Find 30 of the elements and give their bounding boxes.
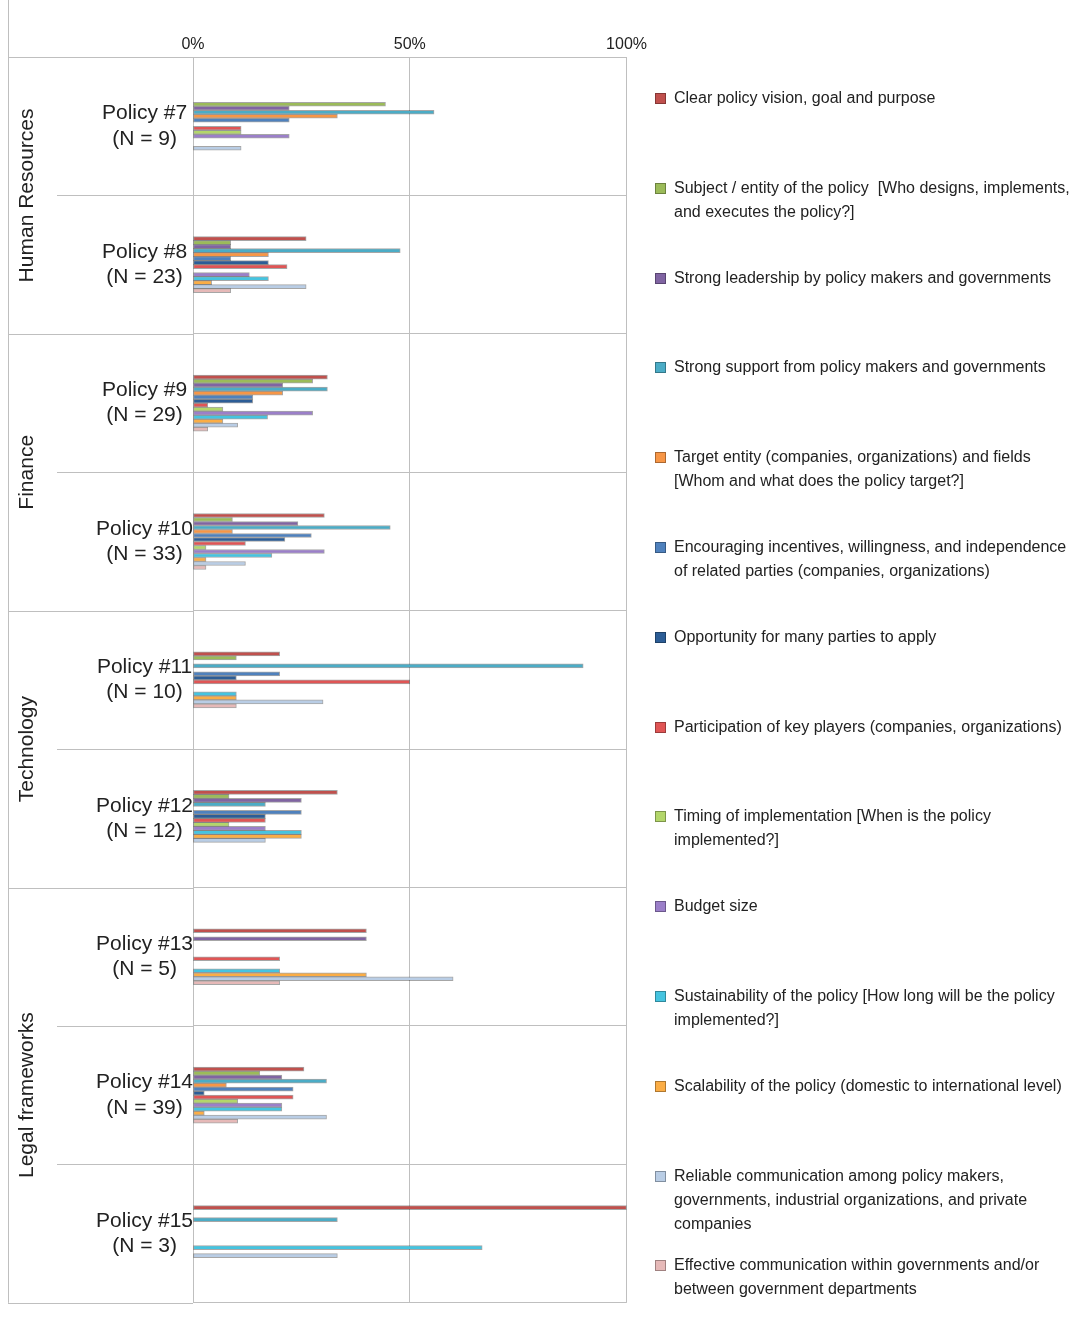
y-tick-label: Policy #7 (N = 9) [101, 100, 188, 149]
legend-label: Clear policy vision, goal and purpose [674, 88, 936, 108]
legend-label: Participation of key players (companies, organizations) [674, 716, 1062, 737]
legend-label: Encouraging incentives, willingness, and independence of related parties (companies, organizations) [674, 537, 1068, 581]
legend-label: Scalability of the policy (domestic to international level) [674, 1075, 1062, 1096]
text: Human Resources [13, 108, 37, 283]
y-tick-label: Policy #9 (N = 29) [101, 377, 188, 426]
text: Legal frameworks [13, 1012, 37, 1179]
legend-label: Strong support from policy makers and governments [674, 357, 1046, 378]
y-tick-label: Policy #15 (N = 3) [96, 1207, 193, 1256]
y-tick-label: Policy #11 (N = 10) [96, 654, 193, 703]
y-tick-label: Policy #12 (N = 12) [96, 792, 193, 841]
y-tick-label: Policy #10 (N = 33) [96, 515, 193, 564]
legend-label: Timing of implementation [When is the policy implemented?] [674, 806, 992, 851]
legend-label: Budget size [674, 896, 758, 917]
x-tick-label: 0% [181, 34, 205, 52]
legend-label: Strong leadership by policy makers and governments [674, 267, 1052, 288]
legend-label: Sustainability of the policy [How long will be the policy implemented?] [674, 986, 1056, 1030]
legend-label: Reliable communication among policy makers, governments, industrial organizations, and private companies [674, 1165, 1029, 1234]
legend-label: Opportunity for many parties to apply [674, 626, 937, 647]
legend-label: Target entity (companies, organizations) and fields [Whom and what does the policy target?] [674, 447, 1032, 492]
text: Technology [13, 695, 37, 803]
legend-label: Effective communication within governments and/or between government departments [674, 1255, 1041, 1300]
text: Finance [13, 434, 37, 510]
y-tick-label: Policy #13 (N = 5) [96, 930, 193, 980]
y-tick-label: Policy #8 (N = 23) [101, 238, 188, 288]
x-tick-label: 100% [606, 34, 647, 52]
legend-label: Subject / entity of the policy [Who designs, implements, and executes the policy?] [674, 177, 1071, 222]
x-tick-label: 50% [393, 34, 426, 52]
y-tick-label: Policy #14 (N = 39) [96, 1069, 194, 1118]
